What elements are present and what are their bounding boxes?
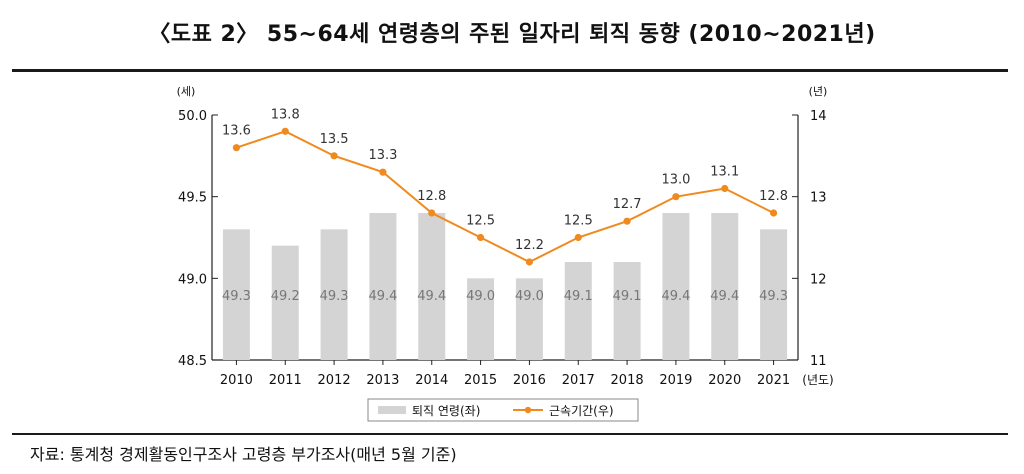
bar — [467, 278, 495, 360]
bar-value-label: 49.4 — [417, 289, 446, 304]
line-point — [232, 144, 241, 152]
line-value-label: 13.5 — [320, 132, 349, 147]
bar — [320, 229, 348, 360]
bar-value-label: 49.2 — [271, 289, 300, 304]
line-value-label: 12.7 — [613, 197, 642, 212]
bar — [515, 278, 543, 360]
x-tick-label: 2012 — [318, 373, 351, 388]
left-tick-label: 49.5 — [178, 191, 207, 206]
line-value-label: 13.1 — [710, 165, 739, 180]
line-value-label: 13.8 — [271, 107, 300, 122]
x-tick-label: 2020 — [708, 373, 741, 388]
bar-value-label: 49.0 — [515, 289, 544, 304]
bar-value-label: 49.1 — [564, 289, 593, 304]
legend-box — [367, 398, 639, 422]
bar — [613, 262, 641, 360]
line-value-label: 13.6 — [222, 124, 251, 139]
x-tick-label: 2015 — [464, 373, 497, 388]
page-title: 〈도표 2〉 55~64세 연령층의 주된 일자리 퇴직 동향 (2010~20… — [148, 22, 876, 47]
bottom-divider — [12, 433, 1008, 435]
right-tick-label: 12 — [810, 272, 827, 287]
x-axis-unit: (년도) — [802, 373, 833, 387]
bar-value-label: 49.0 — [466, 289, 495, 304]
line-value-label: 12.5 — [564, 214, 593, 229]
line-point — [428, 209, 436, 217]
bars-group — [222, 213, 788, 360]
x-tick-label: 2016 — [513, 373, 546, 388]
right-tick-label: 11 — [810, 354, 827, 369]
left-tick-label: 48.5 — [178, 354, 207, 369]
source-note: 자료: 통계청 경제활동인구조사 고령층 부가조사(매년 5월 기준) — [30, 445, 457, 464]
line-value-label: 12.5 — [466, 214, 495, 229]
legend-line-label: 근속기간(우) — [549, 404, 614, 418]
line-point — [721, 184, 729, 193]
right-tick-label: 14 — [810, 109, 827, 124]
series-line — [236, 130, 775, 264]
line-group: 13.6 13.8 13.5 13.3 12.8 12.5 12.2 12.5 12.7 13.0… — [222, 107, 788, 266]
line-point — [623, 217, 631, 225]
line-point — [476, 233, 485, 242]
line-point — [379, 168, 387, 176]
left-tick-label: 49.0 — [178, 272, 207, 287]
x-tick-label: 2018 — [611, 373, 644, 388]
bar-value-label: 49.4 — [368, 289, 397, 304]
legend-bar-swatch — [378, 406, 406, 414]
bar — [564, 262, 592, 360]
bar-labels-group: 49.3 49.2 49.3 49.4 49.4 49.0 49.0 49.1 49.1 49.4… — [222, 289, 788, 304]
left-tick-label: 50.0 — [178, 109, 207, 124]
bar-value-label: 49.3 — [320, 289, 349, 304]
bar-value-label: 49.3 — [222, 289, 251, 304]
x-tick-label: 2021 — [757, 373, 790, 388]
bar — [271, 245, 299, 360]
x-tick-label: 2013 — [366, 373, 399, 388]
right-axis-unit: (년) — [809, 85, 828, 98]
bar-value-label: 49.4 — [710, 289, 739, 304]
legend-bar-label: 퇴직 연령(좌) — [412, 404, 480, 418]
left-axis-unit: (세) — [177, 85, 196, 98]
bar — [369, 213, 397, 360]
line-point — [769, 209, 778, 217]
bar — [418, 213, 446, 360]
axes-group: 48.5 49.0 49.5 50.0 (세) 11 12 13 14 (년) 2010 2011 20… — [177, 85, 834, 388]
line-point — [525, 258, 534, 266]
line-point — [330, 152, 338, 160]
line-value-label: 13.0 — [661, 173, 690, 188]
line-point — [281, 127, 289, 135]
legend-line-marker — [524, 406, 532, 414]
legend: 퇴직 연령(좌) 근속기간(우) — [367, 398, 639, 422]
line-value-label: 12.8 — [417, 189, 446, 204]
top-divider — [12, 69, 1008, 72]
x-tick-label: 2014 — [415, 373, 448, 388]
line-value-label: 12.8 — [759, 189, 788, 204]
right-tick-label: 13 — [810, 191, 827, 206]
bar-value-label: 49.1 — [613, 289, 642, 304]
bar-value-label: 49.4 — [661, 289, 690, 304]
line-point — [672, 193, 680, 201]
line-value-label: 12.2 — [515, 238, 544, 253]
x-tick-label: 2011 — [269, 373, 302, 388]
line-value-label: 13.3 — [368, 148, 397, 163]
bar — [662, 213, 690, 360]
bar — [711, 213, 739, 360]
line-point — [574, 233, 582, 242]
x-tick-label: 2019 — [659, 373, 692, 388]
x-tick-label: 2010 — [220, 373, 253, 388]
x-tick-label: 2017 — [562, 373, 595, 388]
bar-value-label: 49.3 — [759, 289, 788, 304]
bar — [222, 229, 250, 360]
bar — [760, 229, 788, 360]
